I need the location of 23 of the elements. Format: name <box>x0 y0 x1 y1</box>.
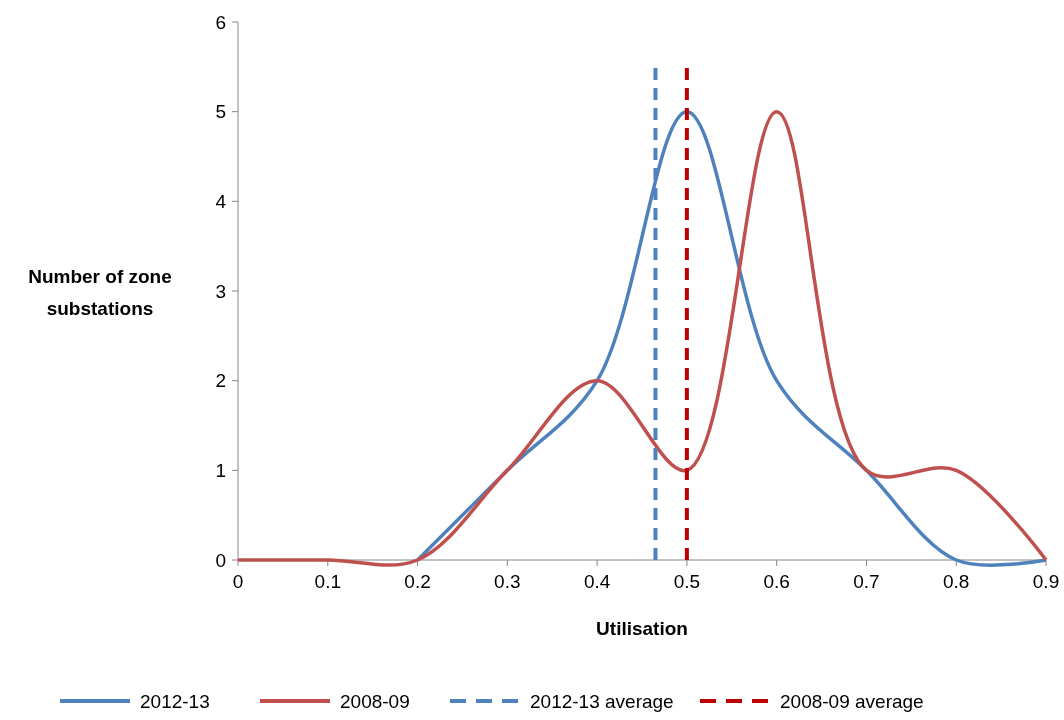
x-tick-label: 0.8 <box>943 571 970 592</box>
x-tick-label: 0.9 <box>1032 571 1060 592</box>
y-axis-title: Number of zone substations <box>28 266 172 319</box>
x-tick-label: 0 <box>232 571 244 592</box>
y-tick-label: 0 <box>215 549 226 571</box>
x-axis-title: Utilisation <box>596 618 688 639</box>
y-tick-label: 6 <box>215 11 226 33</box>
x-tick-label: 0.6 <box>763 571 790 592</box>
y-tick-label: 3 <box>215 280 226 302</box>
legend-label: 2012-13 <box>140 691 210 712</box>
legend-label: 2012-13 average <box>530 691 674 712</box>
x-tick-label: 0.1 <box>314 571 341 592</box>
y-tick-label: 5 <box>215 101 226 123</box>
x-tick-label: 0.5 <box>673 571 701 592</box>
y-tick-label: 4 <box>215 190 227 212</box>
x-tick-label: 0.2 <box>404 571 431 592</box>
y-tick-label: 1 <box>215 459 226 481</box>
legend-label: 2008-09 average <box>780 691 924 712</box>
y-tick-label: 2 <box>215 370 226 392</box>
x-tick-label: 0.3 <box>494 571 521 592</box>
legend-label: 2008-09 <box>340 691 410 712</box>
x-tick-label: 0.7 <box>853 571 880 592</box>
x-tick-label: 0.4 <box>583 571 611 592</box>
